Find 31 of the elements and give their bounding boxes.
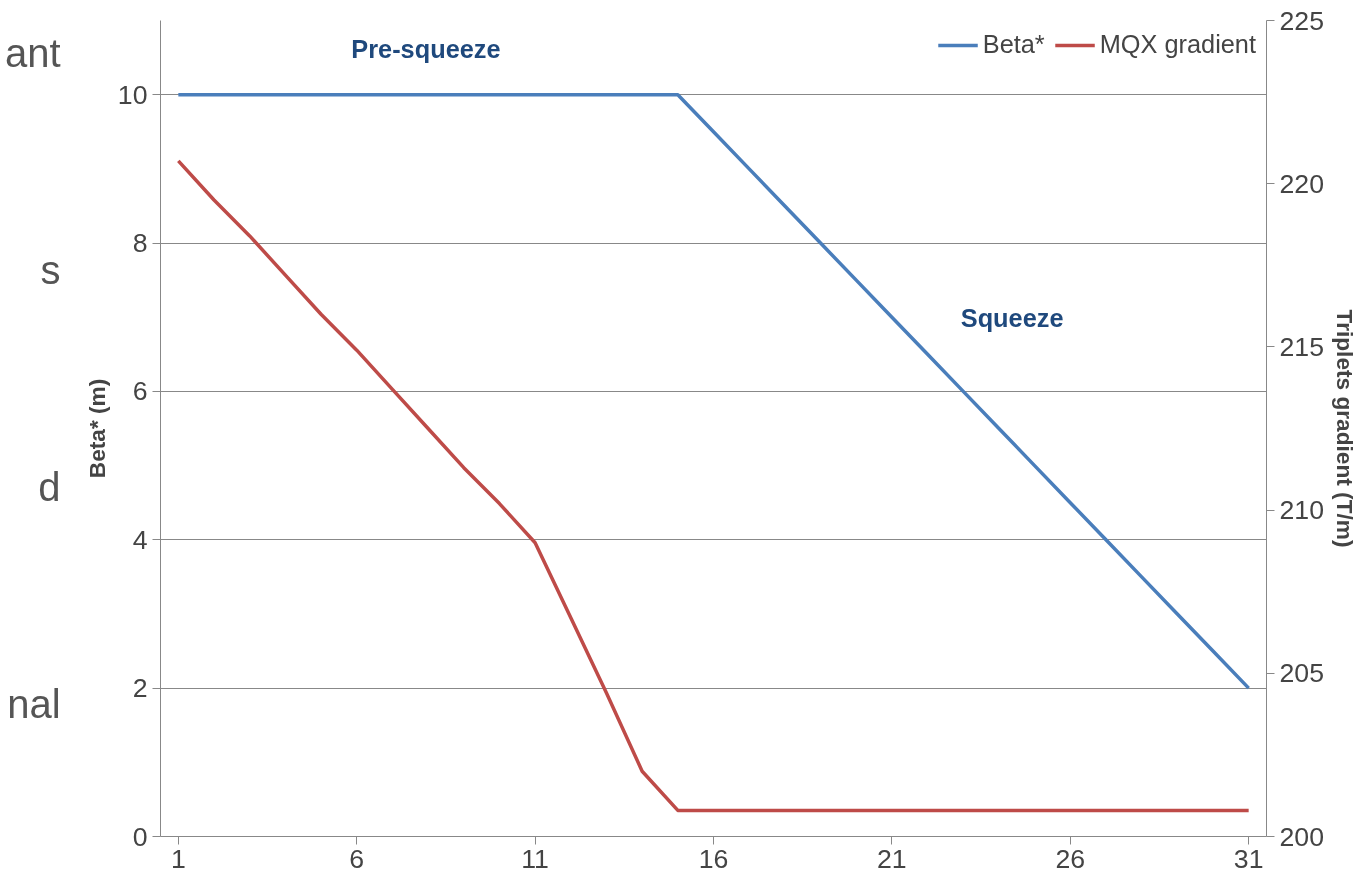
line-series (176, 159, 1251, 813)
y2-tick-label: 215 (1279, 331, 1324, 362)
y2-tick-label: 205 (1279, 658, 1324, 689)
annotation: Pre-squeeze (351, 35, 501, 64)
legend-label: MQX gradient (1099, 30, 1256, 59)
y-tick-label: 0 (132, 821, 148, 852)
x-tick-label: 16 (698, 843, 729, 874)
y-tick-label: 10 (117, 79, 148, 110)
x-tick-label: 31 (1233, 843, 1264, 874)
x-tick-label: 6 (349, 843, 365, 874)
y2-axis-title: Triplets gradient (T/m) (1331, 309, 1357, 548)
text: d (37, 464, 61, 511)
text: ant (5, 30, 61, 77)
y-tick-label: 6 (132, 376, 148, 407)
text: s (39, 247, 61, 294)
line-series (176, 92, 1251, 690)
x-tick-label: 1 (170, 843, 186, 874)
y-tick-label: 4 (132, 524, 148, 555)
x-tick-label: 11 (521, 843, 549, 874)
y-tick-label: 8 (132, 228, 148, 259)
y2-tick-label: 225 (1279, 5, 1324, 36)
x-tick-label: 26 (1055, 843, 1086, 874)
legend-label: Beta* (982, 30, 1045, 59)
y-tick-label: 2 (132, 673, 148, 704)
annotation: Squeeze (960, 304, 1064, 333)
y2-tick-label: 200 (1279, 821, 1324, 852)
x-tick-label: 21 (877, 843, 907, 874)
y2-tick-label: 220 (1279, 168, 1324, 199)
text: nal (6, 681, 61, 728)
y2-tick-label: 210 (1279, 495, 1324, 526)
y-axis-title: Beta* (m) (83, 378, 110, 479)
